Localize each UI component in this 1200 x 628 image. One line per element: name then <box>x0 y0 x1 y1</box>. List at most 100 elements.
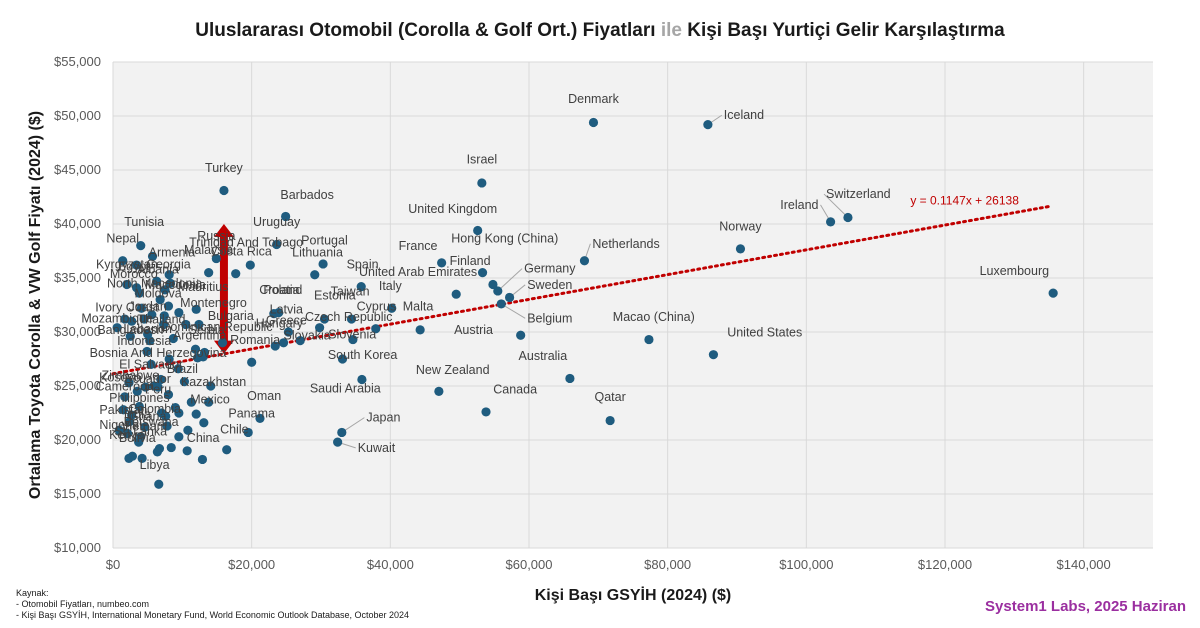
point-finland <box>488 279 498 290</box>
point-label: Macao (China) <box>613 310 695 324</box>
data-point <box>192 353 203 363</box>
point-label: Poland <box>263 283 302 297</box>
point-label: Sri Lanka <box>114 425 167 439</box>
x-tick-label: $20,000 <box>228 557 275 572</box>
point-zimbabwe <box>124 378 134 388</box>
point-ecuador <box>153 382 163 392</box>
point-label: Hungary <box>256 317 304 331</box>
point-israel <box>477 178 487 188</box>
point-label: Botswana <box>124 415 179 429</box>
point-label: Serbia <box>189 323 225 337</box>
point-dominican-republic <box>190 344 201 354</box>
data-point <box>181 319 191 330</box>
point-label: Australia <box>519 349 568 363</box>
point-label: Germany <box>524 262 576 276</box>
point-philippines <box>134 401 144 412</box>
data-point <box>145 336 155 346</box>
point-label: Malta <box>403 299 434 313</box>
point-greece <box>278 338 289 348</box>
point-croatia <box>269 309 279 319</box>
point-bosnia-and-herzegovina <box>164 354 174 364</box>
point-luxembourg <box>1048 288 1058 298</box>
point-label: Bulgaria <box>208 309 254 323</box>
point-label: United States <box>727 325 802 339</box>
y-tick-label: $50,000 <box>54 108 101 123</box>
data-point <box>152 276 162 286</box>
point-bangladesh <box>125 331 135 341</box>
point-label: Mozambique <box>81 311 153 325</box>
point-north-macedonia <box>155 295 165 305</box>
point-label: Kenya <box>109 428 144 442</box>
point-label: Moldova <box>134 286 181 300</box>
point-hong-kong-china- <box>477 268 488 278</box>
point-indonesia <box>142 346 152 357</box>
point-kenya <box>122 428 133 439</box>
point-cameroon <box>120 392 130 402</box>
point-taiwan <box>346 314 357 324</box>
point-label: India <box>124 407 151 421</box>
point-kuwait <box>333 437 343 447</box>
data-point <box>168 333 178 344</box>
point-latvia <box>283 327 294 337</box>
data-point <box>197 454 208 465</box>
data-point <box>182 446 192 456</box>
point-japan <box>337 427 347 438</box>
point-kazakhstan <box>206 381 216 391</box>
point-label: Mauritius <box>178 280 229 294</box>
source-heading: Kaynak: <box>16 588 49 598</box>
point-label: Latvia <box>270 303 303 317</box>
point-label: Dominican Republic <box>161 320 272 334</box>
chart-title: Uluslararası Otomobil (Corolla & Golf Or… <box>195 20 1005 41</box>
point-peru <box>163 390 174 400</box>
data-point <box>174 432 184 442</box>
point-botswana <box>162 421 172 431</box>
trendline-path <box>111 204 1051 376</box>
point-portugal <box>318 259 328 269</box>
point-australia <box>565 373 575 384</box>
point-netherlands <box>579 256 590 266</box>
point-label: North Macedonia <box>107 277 202 291</box>
data-point <box>136 303 147 313</box>
point-label: Thailand <box>138 312 186 326</box>
x-tick-label: $60,000 <box>506 557 553 572</box>
point-uruguay <box>272 239 282 250</box>
x-tick-label: $80,000 <box>644 557 691 572</box>
data-point <box>147 310 157 320</box>
point-label: Brazil <box>167 362 198 376</box>
trendline <box>111 204 1051 376</box>
y-tick-label: $10,000 <box>54 540 101 555</box>
brand-credit: System1 Labs, 2025 Haziran <box>985 598 1186 615</box>
point-labels: Denmark Iceland Israel Switzerland Ireland Un… <box>81 92 1049 472</box>
point-canada <box>481 407 491 417</box>
y-axis-title: Ortalama Toyota Corolla & VW Golf Fiyatı… <box>27 111 44 499</box>
point-panama <box>243 427 253 438</box>
point-chile <box>222 445 232 455</box>
point-label: United Arab Emirates <box>359 265 477 279</box>
point-label: Hong Kong (China) <box>451 231 558 245</box>
plot-area <box>113 62 1153 548</box>
point-label: Oman <box>247 389 281 403</box>
point-label: Ecuador <box>124 372 171 386</box>
x-tick-label: $0 <box>106 557 120 572</box>
point-label: Uruguay <box>253 215 301 229</box>
point-label: Colombia <box>128 402 181 416</box>
point-label: Bolivia <box>119 431 156 445</box>
point-label: Netherlands <box>592 237 659 251</box>
point-label: Ireland <box>780 198 818 212</box>
y-tick-label: $30,000 <box>54 324 101 339</box>
point-label: Costa Rica <box>211 244 272 258</box>
point-label: Canada <box>493 383 537 397</box>
x-tick-label: $140,000 <box>1057 557 1111 572</box>
y-tick-label: $40,000 <box>54 216 101 231</box>
data-point <box>132 386 142 396</box>
point-label: Indonesia <box>117 334 171 348</box>
point-armenia <box>164 270 174 280</box>
y-tick-label: $35,000 <box>54 270 101 285</box>
point-label: Nigeria <box>99 418 139 432</box>
point-italy <box>387 303 397 313</box>
point-macedonia <box>163 301 174 311</box>
x-tick-label: $100,000 <box>779 557 833 572</box>
point-label: Malaysia <box>184 243 233 257</box>
leader-line <box>497 268 523 292</box>
